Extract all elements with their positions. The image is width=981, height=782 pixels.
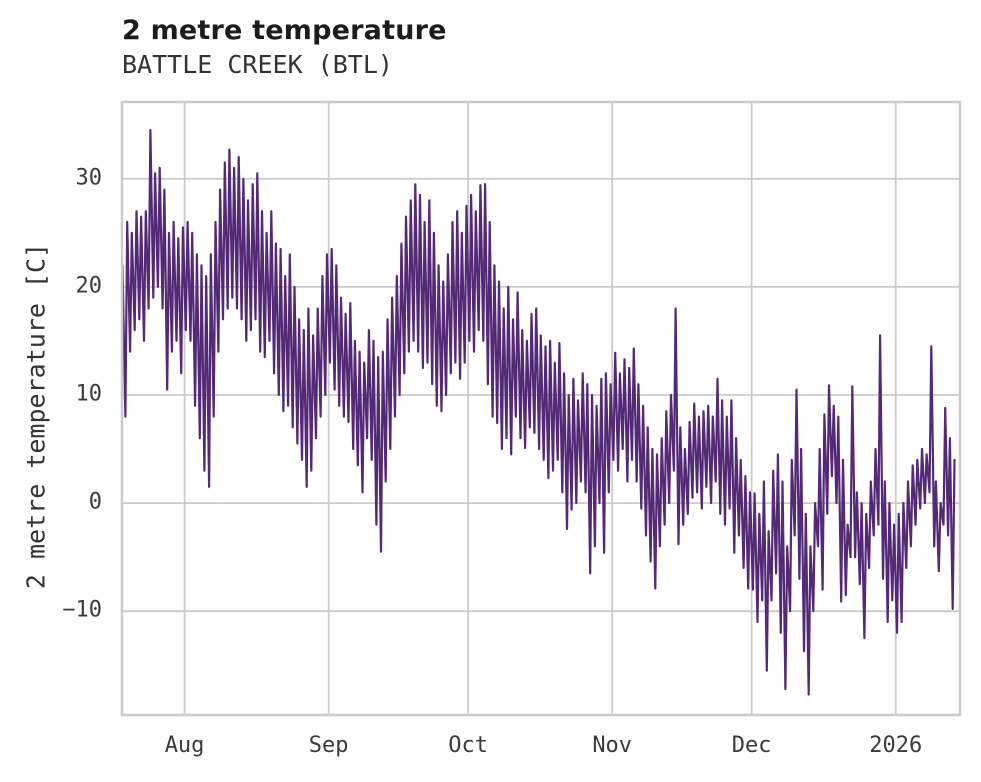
x-tick-label: Aug xyxy=(164,733,205,758)
x-tick-label: Oct xyxy=(448,733,488,758)
x-tick-label: Nov xyxy=(592,733,633,758)
chart-title: 2 metre temperature xyxy=(122,15,447,46)
chart-subtitle: BATTLE CREEK (BTL) xyxy=(122,50,393,79)
y-tick-label: 30 xyxy=(75,165,103,191)
y-tick-label: 20 xyxy=(75,273,103,299)
y-tick-label: 10 xyxy=(75,381,103,407)
x-tick-label: Sep xyxy=(308,733,349,758)
y-tick-label: −10 xyxy=(62,597,102,623)
x-tick-label: 2026 xyxy=(869,733,923,758)
plot-border xyxy=(120,100,962,717)
temperature-series-line xyxy=(122,129,956,696)
y-tick-label: 0 xyxy=(88,489,102,515)
x-tick-label: Dec xyxy=(731,733,772,758)
